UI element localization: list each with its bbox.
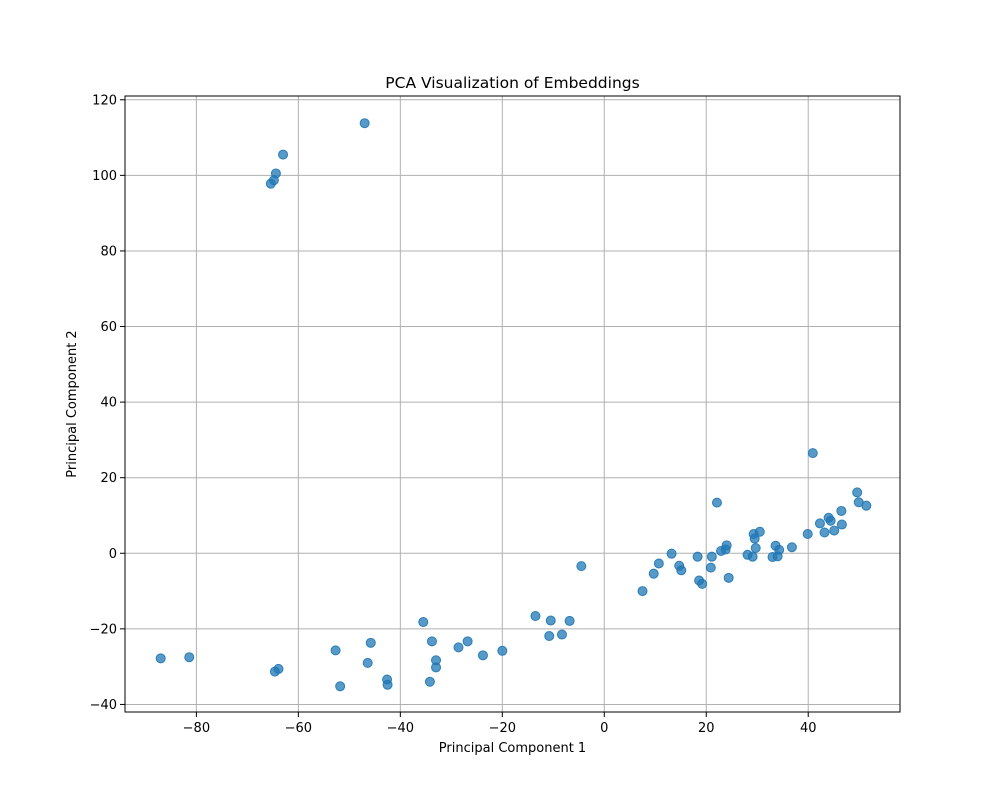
- scatter-point: [556, 629, 567, 640]
- x-tick-label: −60: [285, 721, 312, 736]
- scatter-point: [786, 542, 797, 553]
- y-tick-label: −20: [90, 622, 117, 637]
- x-tick-label: −40: [387, 721, 414, 736]
- chart-title: PCA Visualization of Embeddings: [385, 74, 639, 92]
- scatter-point: [335, 681, 346, 692]
- scatter-point: [723, 572, 734, 583]
- scatter-point: [426, 636, 437, 647]
- scatter-point: [269, 666, 280, 677]
- scatter-point: [666, 548, 677, 559]
- scatter-point: [184, 652, 195, 663]
- y-tick-label: 60: [100, 320, 117, 335]
- scatter-point: [359, 118, 370, 129]
- scatter-point: [697, 578, 708, 589]
- y-tick-label: 80: [100, 244, 117, 259]
- grid-lines: [125, 96, 900, 712]
- scatter-point: [431, 662, 442, 673]
- scatter-point: [749, 533, 760, 544]
- scatter-point: [278, 149, 289, 160]
- y-tick-label: 0: [109, 547, 117, 562]
- y-tick-label: 120: [92, 93, 117, 108]
- scatter-point: [545, 615, 556, 626]
- y-axis-label: Principal Component 2: [65, 330, 80, 477]
- x-tick-label: −80: [183, 721, 210, 736]
- x-tick-label: 40: [800, 721, 817, 736]
- plot-frame: [124, 95, 901, 713]
- scatter-point: [807, 448, 818, 459]
- x-axis-label: Principal Component 1: [439, 741, 586, 756]
- axis-ticks: −80 −60 −40 −20 0 20 40 −40 −20 0 20 40 60 80 100 120: [90, 93, 817, 736]
- scatter-point: [477, 650, 488, 661]
- y-tick-label: 20: [100, 471, 117, 486]
- data-points: [155, 118, 872, 692]
- scatter-point: [692, 551, 703, 562]
- scatter-point: [676, 565, 687, 576]
- y-tick-label: 40: [100, 396, 117, 411]
- scatter-point: [564, 615, 575, 626]
- scatter-point: [747, 551, 758, 562]
- scatter-point: [819, 527, 830, 538]
- scatter-point: [705, 562, 716, 573]
- scatter-point: [497, 645, 508, 656]
- scatter-point: [418, 617, 429, 628]
- y-tick-label: −40: [90, 698, 117, 713]
- scatter-point: [648, 568, 659, 579]
- scatter-point: [576, 561, 587, 572]
- scatter-point: [720, 544, 731, 555]
- scatter-point: [750, 542, 761, 553]
- scatter-point: [706, 551, 717, 562]
- scatter-point: [653, 558, 664, 569]
- y-tick-label: 100: [92, 169, 117, 184]
- scatter-point: [530, 611, 541, 622]
- scatter-point: [424, 676, 435, 687]
- scatter-point: [155, 653, 166, 664]
- scatter-point: [836, 505, 847, 516]
- scatter-point: [772, 551, 783, 562]
- scatter-point: [829, 525, 840, 536]
- scatter-point: [362, 657, 373, 668]
- x-tick-label: 20: [698, 721, 715, 736]
- scatter-point: [544, 631, 555, 642]
- scatter-point: [814, 518, 825, 529]
- scatter-point: [365, 637, 376, 648]
- scatter-point: [462, 636, 473, 647]
- scatter-point: [852, 487, 863, 498]
- scatter-point: [265, 178, 276, 189]
- scatter-point: [637, 586, 648, 597]
- scatter-point: [836, 519, 847, 530]
- scatter-point: [802, 529, 813, 540]
- x-tick-label: −20: [489, 721, 516, 736]
- scatter-point: [825, 515, 836, 526]
- scatter-point: [861, 500, 872, 511]
- x-tick-label: 0: [600, 721, 608, 736]
- scatter-point: [453, 642, 464, 653]
- scatter-point: [330, 645, 341, 656]
- scatter-point: [711, 497, 722, 508]
- scatter-point: [382, 679, 393, 690]
